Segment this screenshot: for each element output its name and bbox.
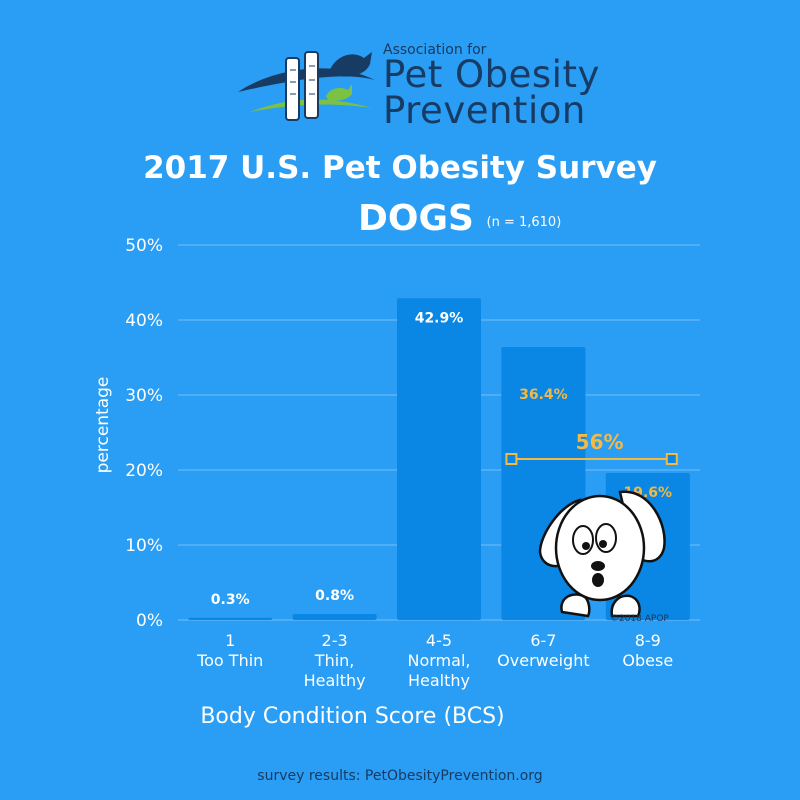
y-tick-label: 30% xyxy=(125,386,163,406)
value-label-6-7: 36.4% xyxy=(519,387,568,403)
category-desc: Obese xyxy=(622,651,673,670)
category-score-6-7: 6-7 xyxy=(530,631,556,650)
y-tick-label: 20% xyxy=(125,461,163,481)
category-score-1: 1 xyxy=(225,631,235,650)
bar-4-5 xyxy=(397,298,481,620)
chart-title: 2017 U.S. Pet Obesity Survey xyxy=(143,150,657,186)
bar-1 xyxy=(188,617,273,620)
dog-left-eye xyxy=(572,525,594,555)
category-score-8-9: 8-9 xyxy=(635,631,661,650)
bracket-end xyxy=(505,453,518,465)
subtitle-dogs: DOGS xyxy=(358,198,474,239)
apop-logo xyxy=(238,51,375,121)
value-label-1: 0.3% xyxy=(211,592,250,608)
y-tick-label: 50% xyxy=(125,236,163,256)
dog-right-eye xyxy=(595,523,617,553)
annotation-combined-percent: 56% xyxy=(576,430,624,454)
y-axis-label: percentage xyxy=(93,377,113,474)
copyright-note: ©2018 APOP xyxy=(610,614,669,624)
bracket-annotation: 56% xyxy=(505,430,678,465)
y-tick-labels: 0% 10% 20% 30% 40% 50% xyxy=(125,236,163,631)
category-desc: Too Thin xyxy=(196,651,263,670)
logo-association-text: Association for xyxy=(383,42,487,58)
category-desc: Normal, xyxy=(408,651,471,670)
dog-left-paw xyxy=(560,593,591,618)
category-desc: Thin, xyxy=(314,651,355,670)
logo-prevention-text: Prevention xyxy=(383,89,586,132)
category-score-4-5: 4-5 xyxy=(426,631,452,650)
category-desc: Healthy xyxy=(304,671,366,690)
logo-swoosh-green xyxy=(250,99,372,112)
cartoon-dog xyxy=(538,490,666,618)
logo-pet-obesity-text: Pet Obesity xyxy=(383,53,600,96)
x-axis-label: Body Condition Score (BCS) xyxy=(200,704,505,729)
chart-subtitle: DOGS (n = 1,610) xyxy=(358,198,561,239)
dog-mouth xyxy=(592,573,604,587)
sample-size-note: (n = 1,610) xyxy=(486,215,562,230)
value-label-2-3: 0.8% xyxy=(315,588,354,604)
y-tick-label: 40% xyxy=(125,311,163,331)
dog-nose xyxy=(591,561,605,571)
dog-right-paw xyxy=(610,594,641,618)
logo-dog-silhouette xyxy=(330,52,372,77)
bracket-end xyxy=(665,453,678,465)
value-label-4-5: 42.9% xyxy=(415,310,464,326)
logo-measuring-tape xyxy=(285,51,319,121)
footer-source: survey results: PetObesityPrevention.org xyxy=(257,768,543,784)
bar-2-3 xyxy=(292,614,377,620)
category-desc: Healthy xyxy=(408,671,470,690)
logo-cat-silhouette xyxy=(326,84,352,101)
category-score-2-3: 2-3 xyxy=(322,631,348,650)
y-tick-label: 10% xyxy=(125,536,163,556)
y-tick-label: 0% xyxy=(136,611,163,631)
category-desc: Overweight xyxy=(497,651,589,670)
